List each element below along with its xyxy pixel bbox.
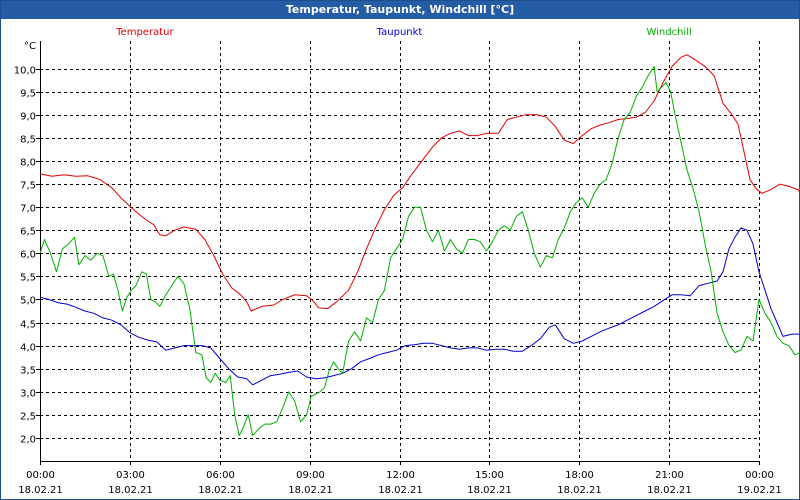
- y-tick-label: 8,0: [20, 158, 36, 169]
- y-tick-label: 8,5: [20, 135, 36, 146]
- x-tick-time-label: 09:00: [296, 470, 325, 481]
- series-line-temperatur: [39, 54, 799, 312]
- y-tick-label: 3,0: [20, 389, 36, 400]
- legend-temperatur: Temperatur: [115, 27, 174, 38]
- y-tick-label: 3,5: [20, 366, 36, 377]
- y-axis-unit-label: °C: [24, 41, 36, 52]
- x-tick-time-label: 00:00: [26, 470, 55, 481]
- y-tick-label: 7,0: [20, 204, 36, 215]
- y-tick-label: 10,0: [14, 66, 36, 77]
- x-tick-date-label: 18.02.21: [288, 485, 333, 496]
- y-tick-label: 2,0: [20, 435, 36, 446]
- x-tick-date-label: 18.02.21: [18, 485, 63, 496]
- x-tick-date-label: 18.02.21: [557, 485, 602, 496]
- x-tick-date-label: 18.02.21: [198, 485, 243, 496]
- x-tick-time-label: 15:00: [475, 470, 504, 481]
- x-tick-time-label: 00:00: [745, 470, 774, 481]
- y-tick-label: 7,5: [20, 181, 36, 192]
- y-tick-label: 9,5: [20, 89, 36, 100]
- y-tick-label: 9,0: [20, 112, 36, 123]
- series-lines: [39, 54, 799, 437]
- x-tick-time-label: 06:00: [206, 470, 235, 481]
- legend-windchill: Windchill: [646, 27, 691, 38]
- y-tick-label: 4,5: [20, 320, 36, 331]
- x-tick-date-label: 18.02.21: [378, 485, 423, 496]
- legend: Temperatur Taupunkt Windchill: [115, 27, 692, 38]
- y-tick-label: 2,5: [20, 412, 36, 423]
- y-tick-label: 5,5: [20, 273, 36, 284]
- x-tick-time-label: 21:00: [655, 470, 684, 481]
- x-tick-time-label: 18:00: [565, 470, 594, 481]
- y-tick-label: 5,0: [20, 296, 36, 307]
- x-tick-time-label: 12:00: [386, 470, 415, 481]
- legend-taupunkt: Taupunkt: [376, 27, 423, 38]
- series-line-taupunkt: [39, 227, 799, 386]
- x-tick-date-label: 19.02.21: [737, 485, 782, 496]
- x-tick-date-label: 18.02.21: [647, 485, 692, 496]
- window-title: Temperatur, Taupunkt, Windchill [°C]: [1, 1, 799, 19]
- grid: [40, 41, 760, 461]
- y-tick-label: 6,5: [20, 227, 36, 238]
- y-tick-label: 6,0: [20, 250, 36, 261]
- x-tick-date-label: 18.02.21: [108, 485, 153, 496]
- y-tick-label: 4,0: [20, 343, 36, 354]
- plot-area: [40, 41, 759, 461]
- series-line-windchill: [39, 65, 799, 437]
- x-tick-date-label: 18.02.21: [467, 485, 512, 496]
- x-tick-time-label: 03:00: [116, 470, 145, 481]
